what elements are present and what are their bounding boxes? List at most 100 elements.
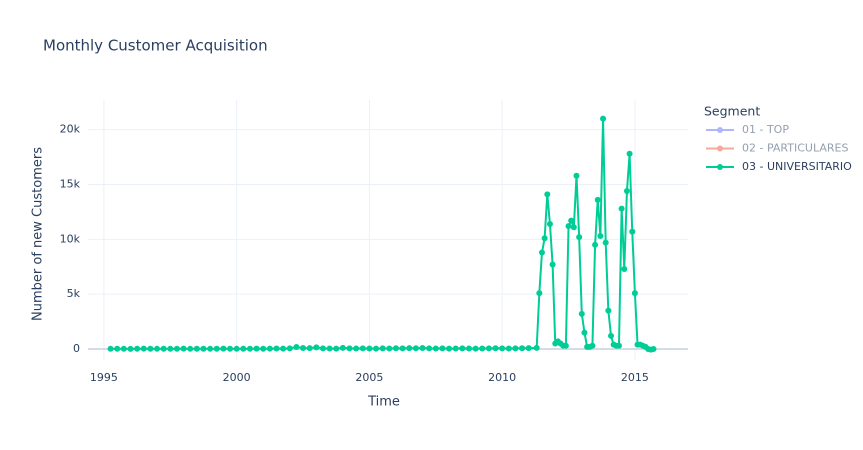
data-point bbox=[589, 342, 596, 349]
data-point bbox=[114, 345, 121, 352]
data-point bbox=[615, 342, 622, 349]
data-point bbox=[432, 345, 439, 352]
data-point bbox=[154, 345, 161, 352]
data-point bbox=[319, 345, 326, 352]
data-point bbox=[541, 235, 548, 242]
data-point bbox=[505, 345, 512, 352]
data-point bbox=[412, 345, 419, 352]
data-point bbox=[426, 345, 433, 352]
data-point bbox=[167, 345, 174, 352]
data-point bbox=[597, 233, 604, 240]
data-point bbox=[621, 265, 628, 272]
data-point bbox=[406, 345, 413, 352]
data-point bbox=[326, 345, 333, 352]
data-point bbox=[525, 345, 532, 352]
data-point bbox=[366, 345, 373, 352]
data-point bbox=[650, 346, 657, 353]
data-point bbox=[306, 345, 313, 352]
legend-marker bbox=[717, 127, 723, 133]
data-point bbox=[220, 345, 227, 352]
data-point bbox=[193, 345, 200, 352]
y-tick-label: 15k bbox=[60, 177, 81, 190]
y-tick-label: 10k bbox=[60, 232, 81, 245]
data-point bbox=[200, 345, 207, 352]
legend-item[interactable]: 02 - PARTICULARES bbox=[706, 142, 848, 155]
data-point bbox=[353, 345, 360, 352]
data-point bbox=[246, 345, 253, 352]
data-point bbox=[549, 261, 556, 268]
y-tick-label: 0 bbox=[73, 342, 80, 355]
x-tick-label: 2015 bbox=[621, 371, 649, 384]
y-tick-label: 5k bbox=[67, 287, 81, 300]
data-point bbox=[629, 228, 636, 235]
legend-title: Segment bbox=[704, 104, 760, 119]
legend-marker bbox=[717, 164, 723, 170]
data-point bbox=[533, 344, 540, 351]
data-point bbox=[570, 224, 577, 231]
data-point bbox=[536, 290, 543, 297]
data-point bbox=[266, 345, 273, 352]
data-point bbox=[576, 234, 583, 241]
legend-item[interactable]: 03 - UNIVERSITARIO bbox=[706, 160, 852, 173]
data-point bbox=[240, 345, 247, 352]
data-point bbox=[313, 344, 320, 351]
data-point bbox=[253, 345, 260, 352]
data-point bbox=[286, 345, 293, 352]
data-point bbox=[573, 172, 580, 179]
y-axis-title: Number of new Customers bbox=[31, 147, 46, 321]
data-point bbox=[107, 345, 114, 352]
data-point bbox=[180, 345, 187, 352]
data-point bbox=[578, 310, 585, 317]
data-point bbox=[446, 345, 453, 352]
data-point bbox=[207, 345, 214, 352]
data-point bbox=[233, 345, 240, 352]
data-point bbox=[602, 239, 609, 246]
data-point bbox=[439, 345, 446, 352]
data-point bbox=[173, 345, 180, 352]
data-point bbox=[485, 345, 492, 352]
data-point bbox=[592, 241, 599, 248]
data-point bbox=[293, 344, 300, 351]
legend-marker bbox=[717, 145, 723, 152]
data-point bbox=[581, 329, 588, 336]
data-point bbox=[631, 290, 638, 297]
data-point bbox=[459, 345, 466, 352]
data-point bbox=[346, 345, 353, 352]
data-point bbox=[147, 345, 154, 352]
data-point bbox=[618, 205, 625, 212]
legend-label: 01 - TOP bbox=[742, 123, 789, 136]
data-point bbox=[160, 345, 167, 352]
data-point bbox=[594, 196, 601, 203]
data-point bbox=[392, 345, 399, 352]
data-point bbox=[140, 345, 147, 352]
data-point bbox=[120, 345, 127, 352]
data-point bbox=[562, 342, 569, 349]
data-point bbox=[333, 345, 340, 352]
data-point bbox=[273, 345, 280, 352]
data-point bbox=[213, 345, 220, 352]
data-point bbox=[479, 345, 486, 352]
data-point bbox=[280, 345, 287, 352]
data-point bbox=[419, 345, 426, 352]
legend-label: 03 - UNIVERSITARIO bbox=[742, 160, 852, 173]
data-point bbox=[465, 345, 472, 352]
y-tick-label: 20k bbox=[60, 123, 81, 136]
data-point bbox=[623, 188, 630, 195]
x-tick-label: 2005 bbox=[355, 371, 383, 384]
data-point bbox=[359, 345, 366, 352]
data-point bbox=[626, 150, 633, 157]
x-tick-label: 1995 bbox=[90, 371, 118, 384]
data-point bbox=[339, 344, 346, 351]
legend-item[interactable]: 01 - TOP bbox=[706, 123, 789, 136]
data-point bbox=[512, 345, 519, 352]
data-point bbox=[472, 345, 479, 352]
data-point bbox=[608, 332, 615, 339]
data-point bbox=[538, 249, 545, 256]
data-point bbox=[605, 307, 612, 314]
data-point bbox=[492, 345, 499, 352]
data-point bbox=[379, 345, 386, 352]
data-point bbox=[127, 345, 134, 352]
data-point bbox=[565, 223, 572, 230]
data-point bbox=[187, 345, 194, 352]
